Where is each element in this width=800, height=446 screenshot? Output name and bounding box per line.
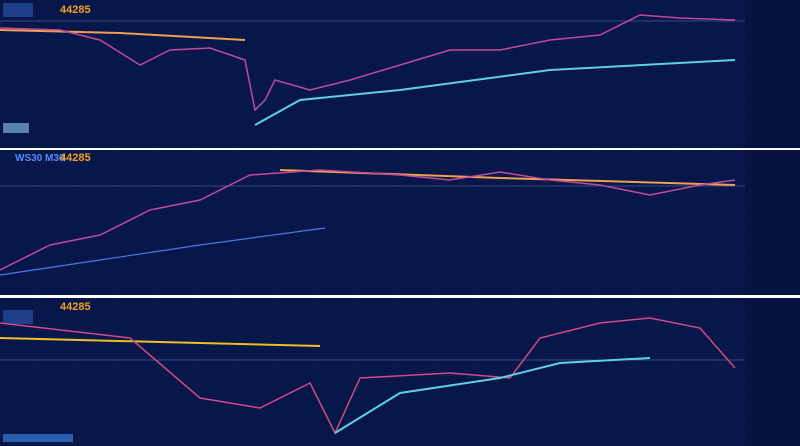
symbol-label: WS30 M30 [15,153,65,164]
price-scale [745,298,800,446]
price-series [0,14,736,112]
moving-average [0,337,321,347]
price-series [0,169,736,271]
trend-line [0,227,326,276]
info-box [3,3,33,17]
price-label: 44285 [60,301,91,313]
separator [0,295,800,298]
chart-panel: 44285 [0,0,800,148]
price-label: 44285 [60,4,91,16]
price-scale [745,0,800,148]
chart-panel: WS30 M30 44285 [0,150,800,295]
moving-average [0,29,246,41]
separator [0,148,800,150]
trend-line [254,59,736,126]
status-box [3,123,29,133]
price-label: 44285 [60,152,91,164]
info-box [3,310,33,324]
chart-panel: 44285 [0,298,800,446]
panel-grid [0,150,745,295]
status-box [3,434,73,442]
panel-grid [0,298,745,446]
price-series [0,317,736,435]
price-scale [745,150,800,295]
trend-line [334,357,651,434]
